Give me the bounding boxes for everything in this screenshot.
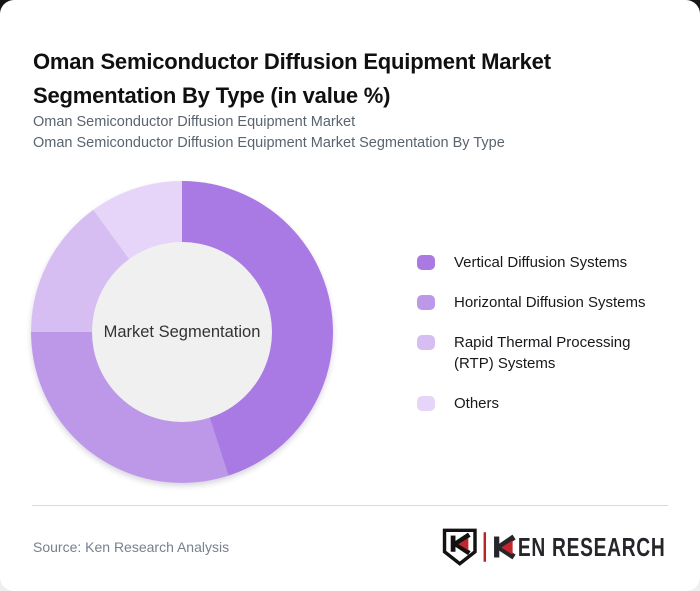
legend-swatch-icon <box>417 335 435 350</box>
legend-swatch-icon <box>417 295 435 310</box>
legend-swatch-icon <box>417 255 435 270</box>
legend-item: Rapid Thermal Processing (RTP) Systems <box>417 332 666 374</box>
logo-k-glyph <box>494 534 516 560</box>
subtitle-line-2: Oman Semiconductor Diffusion Equipment M… <box>33 135 505 151</box>
legend-label: Others <box>454 395 500 412</box>
page-title: Oman Semiconductor Diffusion Equipment M… <box>33 48 551 108</box>
legend-label: Vertical Diffusion Systems <box>454 254 628 271</box>
legend-label: Rapid Thermal Processing (RTP) Systems <box>454 334 631 372</box>
chart-subtitles: Oman Semiconductor Diffusion Equipment M… <box>33 112 505 154</box>
legend-swatch-icon <box>417 396 435 411</box>
donut-center: Market Segmentation <box>92 242 272 422</box>
donut-center-label: Market Segmentation <box>103 322 261 341</box>
source-text: Source: Ken Research Analysis <box>33 539 230 555</box>
subtitle-line-1: Oman Semiconductor Diffusion Equipment M… <box>33 114 356 130</box>
legend-label: Horizontal Diffusion Systems <box>454 294 646 311</box>
legend-item: Vertical Diffusion Systems <box>417 252 666 273</box>
logo-separator <box>483 532 487 562</box>
chart-legend: Vertical Diffusion Systems Horizontal Dif… <box>417 252 666 414</box>
ken-research-logo: EN RESEARCH <box>442 528 666 566</box>
legend-item: Horizontal Diffusion Systems <box>417 292 666 313</box>
footer-divider <box>32 505 668 506</box>
logo-wordmark: EN RESEARCH <box>518 534 666 562</box>
legend-item: Others <box>417 393 666 414</box>
donut-chart: Market Segmentation <box>31 181 333 483</box>
ken-research-shield-icon <box>442 528 477 566</box>
